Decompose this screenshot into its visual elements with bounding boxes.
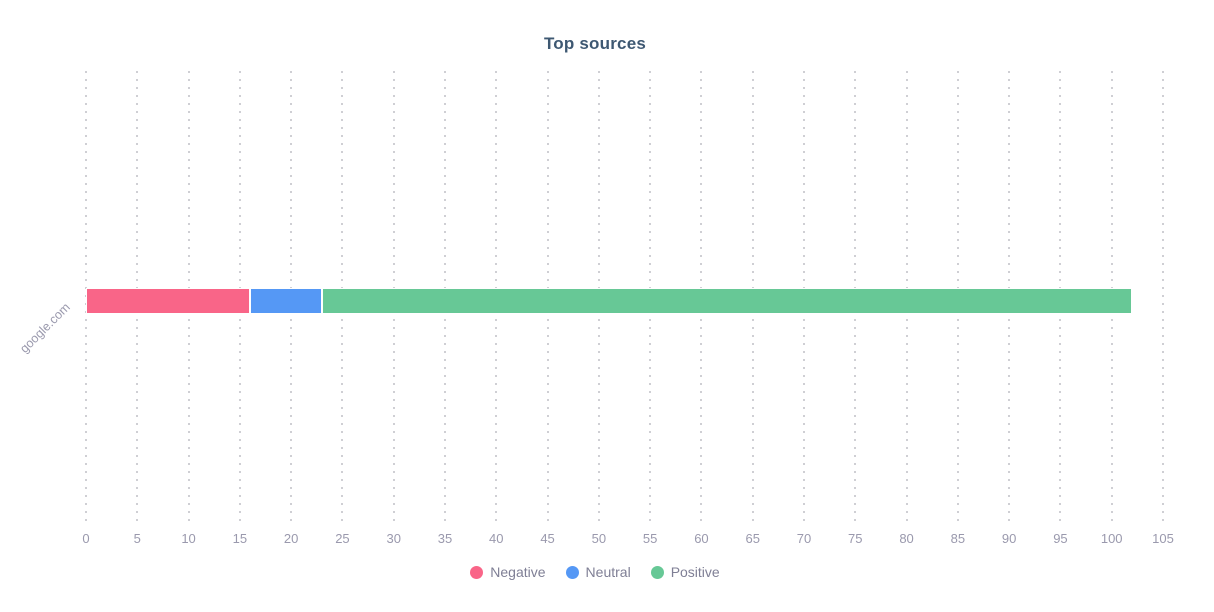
x-tick-label: 25 xyxy=(335,531,350,546)
x-tick-label: 55 xyxy=(642,531,658,546)
legend-item-negative[interactable]: Negative xyxy=(470,564,546,580)
y-category-label: google.com xyxy=(17,300,73,356)
neutral-legend-marker-icon xyxy=(565,565,579,579)
x-tick-label: 80 xyxy=(899,531,914,546)
x-tick-label: 45 xyxy=(540,531,555,546)
x-tick-label: 30 xyxy=(386,531,401,546)
bar-segment-positive[interactable] xyxy=(321,288,1133,314)
x-tick-label: 85 xyxy=(950,531,966,546)
legend-label: Positive xyxy=(670,564,720,580)
stacked-bar xyxy=(86,288,1186,314)
x-tick-label: 60 xyxy=(694,531,709,546)
bar-segment-neutral[interactable] xyxy=(250,288,322,314)
x-tick-label: 70 xyxy=(796,531,812,546)
positive-legend-marker-icon xyxy=(650,565,664,579)
x-tick-label: 0 xyxy=(82,531,90,546)
x-tick-label: 105 xyxy=(1152,531,1174,546)
x-tick-label: 100 xyxy=(1100,531,1123,546)
legend-label: Negative xyxy=(490,564,546,580)
x-tick-label: 20 xyxy=(283,531,299,546)
x-tick-label: 50 xyxy=(591,531,607,546)
gridline xyxy=(1162,71,1164,524)
legend-label: Neutral xyxy=(585,564,631,580)
x-tick-label: 15 xyxy=(232,531,248,546)
x-tick-label: 40 xyxy=(489,531,504,546)
bar-segment-negative[interactable] xyxy=(86,288,251,314)
chart-title: Top sources xyxy=(543,34,647,53)
x-tick-label: 95 xyxy=(1053,531,1068,546)
x-tick-label: 65 xyxy=(745,531,760,546)
legend: Negative Neutral Positive xyxy=(0,564,1190,580)
x-tick-label: 35 xyxy=(437,531,453,546)
x-tick-label: 75 xyxy=(848,531,863,546)
legend-item-positive[interactable]: Positive xyxy=(650,564,720,580)
negative-legend-marker-icon xyxy=(470,565,484,579)
x-tick-label: 90 xyxy=(1001,531,1017,546)
legend-item-neutral[interactable]: Neutral xyxy=(565,564,631,580)
x-tick-label: 10 xyxy=(181,531,196,546)
x-tick-label: 5 xyxy=(133,531,141,546)
